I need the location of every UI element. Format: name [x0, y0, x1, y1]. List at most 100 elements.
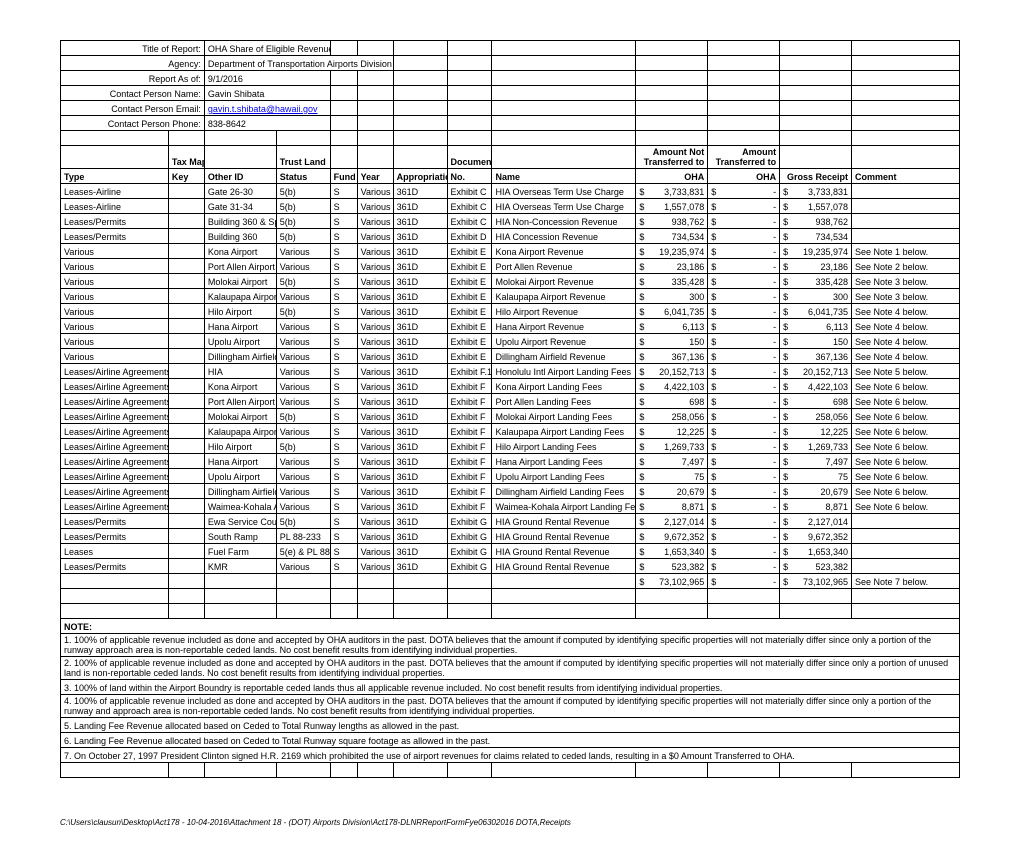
- gross-receipt: 938,762: [780, 214, 852, 229]
- other-id-cell: Port Allen Airport: [204, 394, 276, 409]
- comment-cell: See Note 4 below.: [852, 319, 960, 334]
- type-cell: Various: [61, 334, 169, 349]
- other-id-cell: Kona Airport: [204, 379, 276, 394]
- meta-label: Contact Person Phone:: [61, 116, 205, 131]
- name-cell: Kona Airport Revenue: [492, 244, 636, 259]
- type-cell: Various: [61, 289, 169, 304]
- total-not-transferred: 73,102,965: [636, 574, 708, 589]
- amount-not-transferred: 20,152,713: [636, 364, 708, 379]
- gross-receipt: 1,557,078: [780, 199, 852, 214]
- note-row: 3. 100% of land within the Airport Bound…: [61, 680, 960, 695]
- gross-receipt: 300: [780, 289, 852, 304]
- name-cell: Hana Airport Revenue: [492, 319, 636, 334]
- name-cell: Port Allen Revenue: [492, 259, 636, 274]
- amount-not-transferred: 3,733,831: [636, 184, 708, 199]
- name-cell: Kalaupapa Airport Landing Fees: [492, 424, 636, 439]
- type-cell: Leases/Airline Agreements: [61, 469, 169, 484]
- comment-cell: [852, 184, 960, 199]
- other-id-cell: Upolu Airport: [204, 334, 276, 349]
- gross-receipt: 1,269,733: [780, 439, 852, 454]
- amount-transferred: -: [708, 454, 780, 469]
- gross-receipt: 2,127,014: [780, 514, 852, 529]
- amount-transferred: -: [708, 274, 780, 289]
- type-cell: Leases/Permits: [61, 229, 169, 244]
- contact-email-link[interactable]: gavin.t.shibata@hawaii.gov: [208, 104, 318, 114]
- comment-cell: See Note 6 below.: [852, 484, 960, 499]
- amount-transferred: -: [708, 184, 780, 199]
- type-cell: Leases/Airline Agreements: [61, 484, 169, 499]
- amount-transferred: -: [708, 544, 780, 559]
- amount-not-transferred: 335,428: [636, 274, 708, 289]
- other-id-cell: Port Allen Airport: [204, 259, 276, 274]
- name-cell: HIA Overseas Term Use Charge: [492, 184, 636, 199]
- name-cell: Upolu Airport Revenue: [492, 334, 636, 349]
- total-gross: 73,102,965: [780, 574, 852, 589]
- type-cell: Leases: [61, 544, 169, 559]
- note-row: 4. 100% of applicable revenue included a…: [61, 695, 960, 718]
- meta-value: gavin.t.shibata@hawaii.gov: [204, 101, 330, 116]
- other-id-cell: Fuel Farm: [204, 544, 276, 559]
- note-row: 1. 100% of applicable revenue included a…: [61, 634, 960, 657]
- type-cell: Various: [61, 319, 169, 334]
- name-cell: HIA Ground Rental Revenue: [492, 514, 636, 529]
- other-id-cell: Building 360: [204, 229, 276, 244]
- other-id-cell: Dillingham Airfield: [204, 484, 276, 499]
- gross-receipt: 150: [780, 334, 852, 349]
- other-id-cell: Hilo Airport: [204, 304, 276, 319]
- gross-receipt: 23,186: [780, 259, 852, 274]
- gross-receipt: 3,733,831: [780, 184, 852, 199]
- other-id-cell: Kalaupapa Airport: [204, 289, 276, 304]
- other-id-cell: Dillingham Airfield: [204, 349, 276, 364]
- amount-not-transferred: 6,041,735: [636, 304, 708, 319]
- type-cell: Various: [61, 274, 169, 289]
- name-cell: HIA Concession Revenue: [492, 229, 636, 244]
- other-id-cell: Hana Airport: [204, 319, 276, 334]
- gross-receipt: 12,225: [780, 424, 852, 439]
- name-cell: Kona Airport Landing Fees: [492, 379, 636, 394]
- comment-cell: See Note 6 below.: [852, 409, 960, 424]
- gross-receipt: 8,871: [780, 499, 852, 514]
- name-cell: Molokai Airport Landing Fees: [492, 409, 636, 424]
- name-cell: HIA Non-Concession Revenue: [492, 214, 636, 229]
- amount-transferred: -: [708, 409, 780, 424]
- other-id-cell: Ewa Service Court: [204, 514, 276, 529]
- amount-not-transferred: 938,762: [636, 214, 708, 229]
- meta-value: Department of Transportation Airports Di…: [204, 56, 393, 71]
- amount-not-transferred: 734,534: [636, 229, 708, 244]
- comment-cell: See Note 3 below.: [852, 274, 960, 289]
- gross-receipt: 6,041,735: [780, 304, 852, 319]
- amount-not-transferred: 75: [636, 469, 708, 484]
- amount-not-transferred: 1,269,733: [636, 439, 708, 454]
- type-cell: Various: [61, 244, 169, 259]
- gross-receipt: 6,113: [780, 319, 852, 334]
- amount-transferred: -: [708, 259, 780, 274]
- other-id-cell: Upolu Airport: [204, 469, 276, 484]
- meta-label: Report As of:: [61, 71, 205, 86]
- amount-transferred: -: [708, 514, 780, 529]
- name-cell: HIA Ground Rental Revenue: [492, 544, 636, 559]
- note-row: 7. On October 27, 1997 President Clinton…: [61, 748, 960, 763]
- amount-not-transferred: 4,422,103: [636, 379, 708, 394]
- comment-cell: See Note 4 below.: [852, 304, 960, 319]
- comment-cell: [852, 514, 960, 529]
- type-cell: Leases/Airline Agreements: [61, 394, 169, 409]
- name-cell: Port Allen Landing Fees: [492, 394, 636, 409]
- gross-receipt: 734,534: [780, 229, 852, 244]
- comment-cell: [852, 229, 960, 244]
- name-cell: Dillingham Airfield Landing Fees: [492, 484, 636, 499]
- amount-transferred: -: [708, 394, 780, 409]
- meta-value: OHA Share of Eligible Revenue: [204, 41, 330, 56]
- comment-cell: See Note 4 below.: [852, 349, 960, 364]
- other-id-cell: Waimea-Kohala Ai: [204, 499, 276, 514]
- total-transferred: -: [708, 574, 780, 589]
- amount-not-transferred: 12,225: [636, 424, 708, 439]
- type-cell: Leases-Airline: [61, 184, 169, 199]
- comment-cell: [852, 529, 960, 544]
- amount-transferred: -: [708, 379, 780, 394]
- amount-transferred: -: [708, 439, 780, 454]
- gross-receipt: 258,056: [780, 409, 852, 424]
- meta-label: Contact Person Email:: [61, 101, 205, 116]
- comment-cell: See Note 1 below.: [852, 244, 960, 259]
- amount-not-transferred: 6,113: [636, 319, 708, 334]
- amount-transferred: -: [708, 469, 780, 484]
